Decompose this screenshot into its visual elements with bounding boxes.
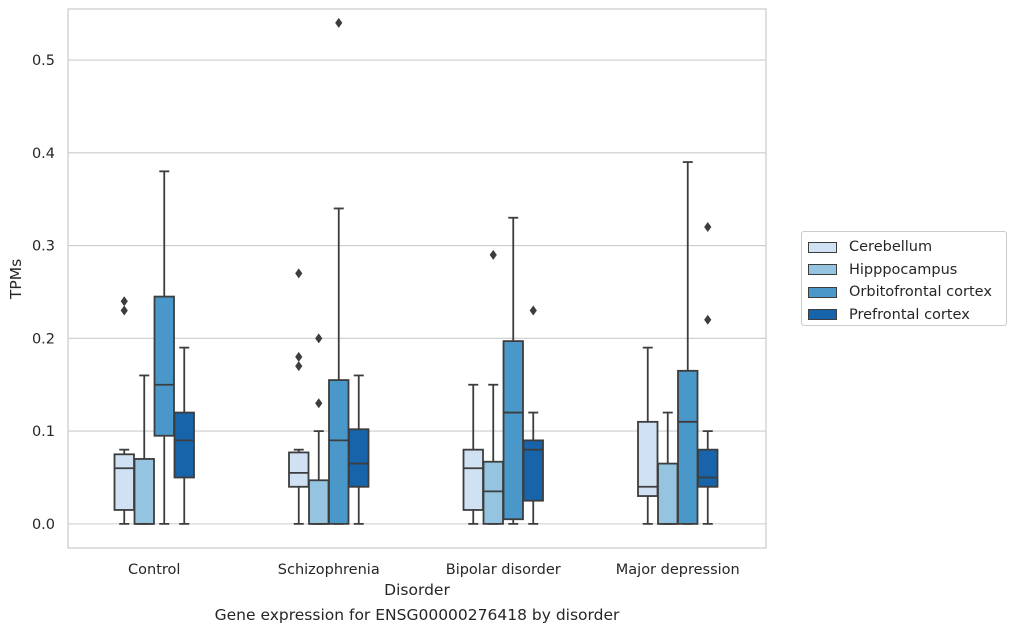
box-rect	[288, 451, 310, 488]
box-rect	[522, 439, 544, 502]
box-prefrontal-cortex	[173, 346, 195, 525]
box-cerebellum	[462, 383, 484, 525]
box-prefrontal-cortex	[348, 374, 370, 525]
box-rect	[502, 340, 524, 521]
box-rect	[482, 460, 504, 525]
box-rect	[677, 369, 699, 525]
box-rect	[637, 420, 659, 497]
box-rect	[462, 448, 484, 511]
legend-label: Cerebellum	[849, 239, 933, 256]
legend-item: Prefrontal cortex	[808, 304, 1006, 327]
box-rect	[308, 479, 330, 525]
box-orbitofrontal-cortex	[328, 17, 350, 525]
y-tick-label: 0.2	[32, 331, 55, 347]
legend-item: Orbitofrontal cortex	[808, 281, 1006, 304]
legend-swatch	[808, 286, 837, 298]
y-tick-label: 0.5	[32, 53, 55, 69]
legend-swatch	[808, 241, 837, 253]
box-cerebellum	[288, 268, 310, 525]
boxes-layer	[113, 17, 719, 525]
legend-item: Cerebellum	[808, 236, 1006, 259]
box-rect	[153, 295, 175, 437]
legend-item: Hipppocampus	[808, 259, 1006, 282]
outlier-point	[120, 305, 128, 316]
box-cerebellum	[637, 346, 659, 525]
x-tick-label: Major depression	[616, 562, 740, 578]
box-rect	[657, 462, 679, 525]
x-axis-label: Disorder	[384, 581, 450, 599]
y-axis-label: TPMs	[7, 259, 25, 300]
legend-label: Orbitofrontal cortex	[849, 284, 992, 301]
box-prefrontal-cortex	[697, 222, 719, 525]
box-hipppocampus	[657, 411, 679, 525]
outlier-point	[529, 305, 537, 316]
x-tick-label: Control	[128, 562, 180, 578]
box-cerebellum	[113, 296, 135, 525]
legend-swatch	[808, 264, 837, 276]
y-tick-label: 0.0	[32, 517, 55, 533]
box-rect	[173, 411, 195, 479]
outlier-point	[295, 351, 303, 362]
legend-label: Prefrontal cortex	[849, 306, 970, 323]
box-rect	[113, 453, 135, 511]
outlier-point	[704, 222, 712, 233]
box-rect	[328, 379, 350, 525]
outlier-point	[315, 333, 323, 344]
chart-caption: Gene expression for ENSG00000276418 by d…	[214, 606, 620, 624]
outlier-point	[315, 398, 323, 409]
y-tick-labels: 0.0 0.1 0.2 0.3 0.4 0.5	[32, 53, 55, 533]
outlier-point	[489, 249, 497, 260]
x-tick-label: Schizophrenia	[278, 562, 380, 578]
outlier-point	[295, 268, 303, 279]
x-tick-labels: Control Schizophrenia Bipolar disorder Majo…	[128, 562, 740, 578]
y-tick-label: 0.4	[32, 146, 55, 162]
box-hipppocampus	[133, 374, 155, 525]
outlier-point	[295, 361, 303, 372]
box-prefrontal-cortex	[522, 305, 544, 525]
legend-swatch	[808, 309, 837, 321]
box-orbitofrontal-cortex	[502, 216, 524, 525]
box-rect	[697, 448, 719, 488]
box-rect	[133, 458, 155, 525]
box-orbitofrontal-cortex	[677, 161, 699, 525]
outlier-point	[335, 17, 343, 28]
legend-label: Hipppocampus	[849, 261, 958, 278]
outlier-point	[704, 314, 712, 325]
box-rect	[348, 428, 370, 488]
box-orbitofrontal-cortex	[153, 170, 175, 525]
y-tick-label: 0.1	[32, 424, 55, 440]
x-tick-label: Bipolar disorder	[446, 562, 561, 578]
legend: Cerebellum Hipppocampus Orbitofrontal cort…	[801, 231, 1007, 326]
y-tick-label: 0.3	[32, 239, 55, 255]
outlier-point	[120, 296, 128, 307]
